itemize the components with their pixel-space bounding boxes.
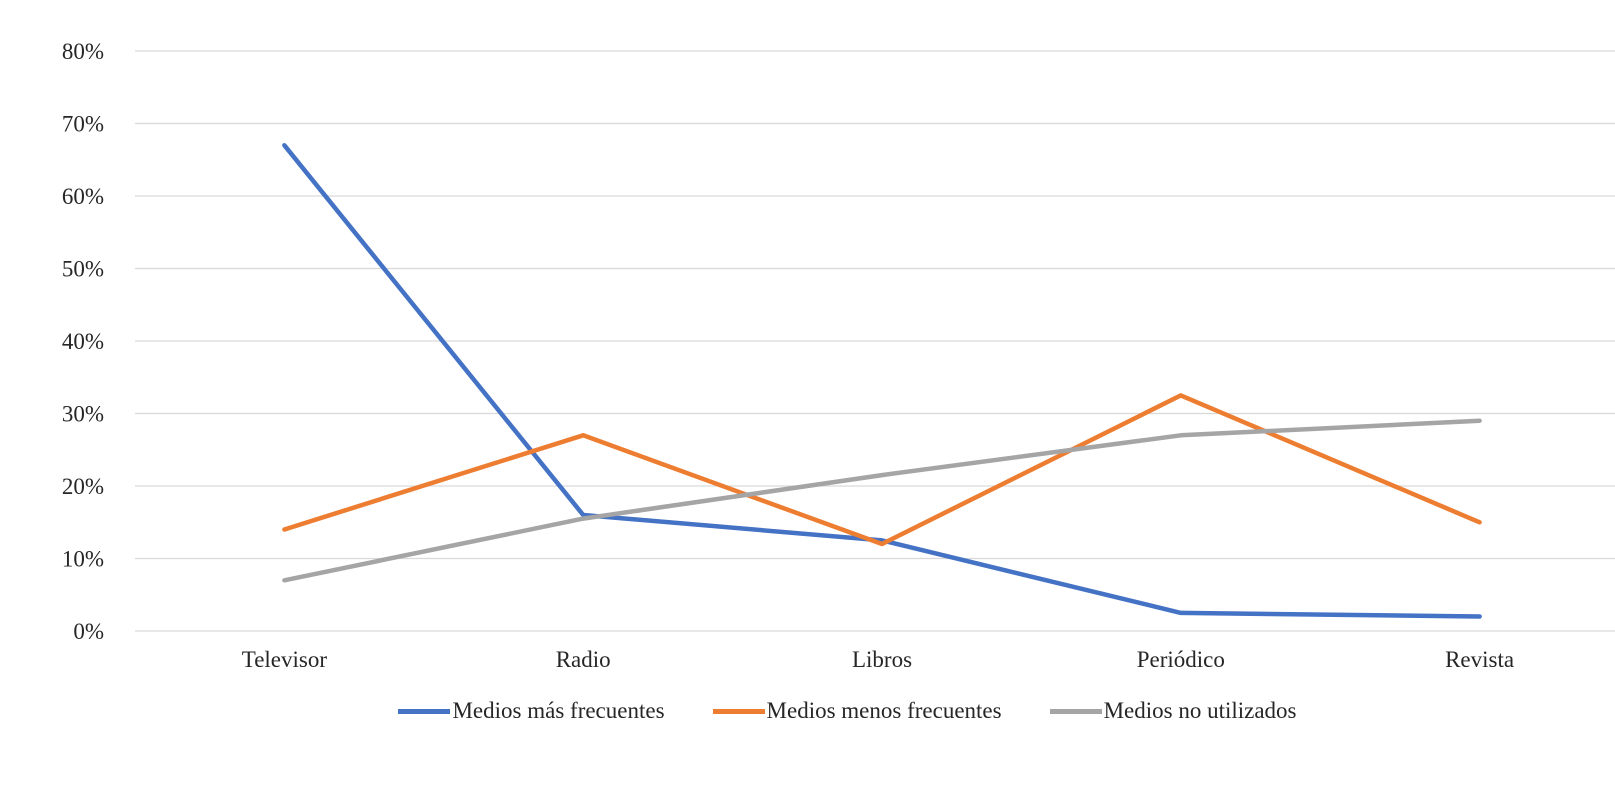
- y-tick-label: 0%: [73, 619, 104, 644]
- x-category-label: Televisor: [242, 647, 328, 672]
- series-line-1: [282, 143, 1482, 619]
- x-category-label: Periódico: [1137, 647, 1225, 672]
- chart-canvas: 0% 10% 20% 30% 40% 50% 60% 70% 80% Televisor Radio…: [62, 39, 1615, 672]
- gridlines: [135, 50, 1615, 632]
- y-tick-label: 40%: [62, 329, 104, 354]
- y-tick-label: 30%: [62, 402, 104, 427]
- line-chart: 0% 10% 20% 30% 40% 50% 60% 70% 80% Televisor Radio…: [40, 16, 1615, 769]
- series-line-2: [282, 393, 1482, 547]
- y-tick-label: 80%: [62, 39, 104, 64]
- series-line-3: [282, 418, 1482, 583]
- y-tick-label: 20%: [62, 474, 104, 499]
- x-category-label: Revista: [1445, 647, 1514, 672]
- y-tick-label: 60%: [62, 184, 104, 209]
- y-tick-label: 70%: [62, 112, 104, 137]
- y-tick-label: 50%: [62, 257, 104, 282]
- x-axis-category-labels: Televisor Radio Libros Periódico Revista: [242, 647, 1514, 672]
- y-axis-tick-labels: 0% 10% 20% 30% 40% 50% 60% 70% 80%: [62, 39, 104, 644]
- x-category-label: Libros: [852, 647, 912, 672]
- y-tick-label: 10%: [62, 547, 104, 572]
- x-category-label: Radio: [556, 647, 611, 672]
